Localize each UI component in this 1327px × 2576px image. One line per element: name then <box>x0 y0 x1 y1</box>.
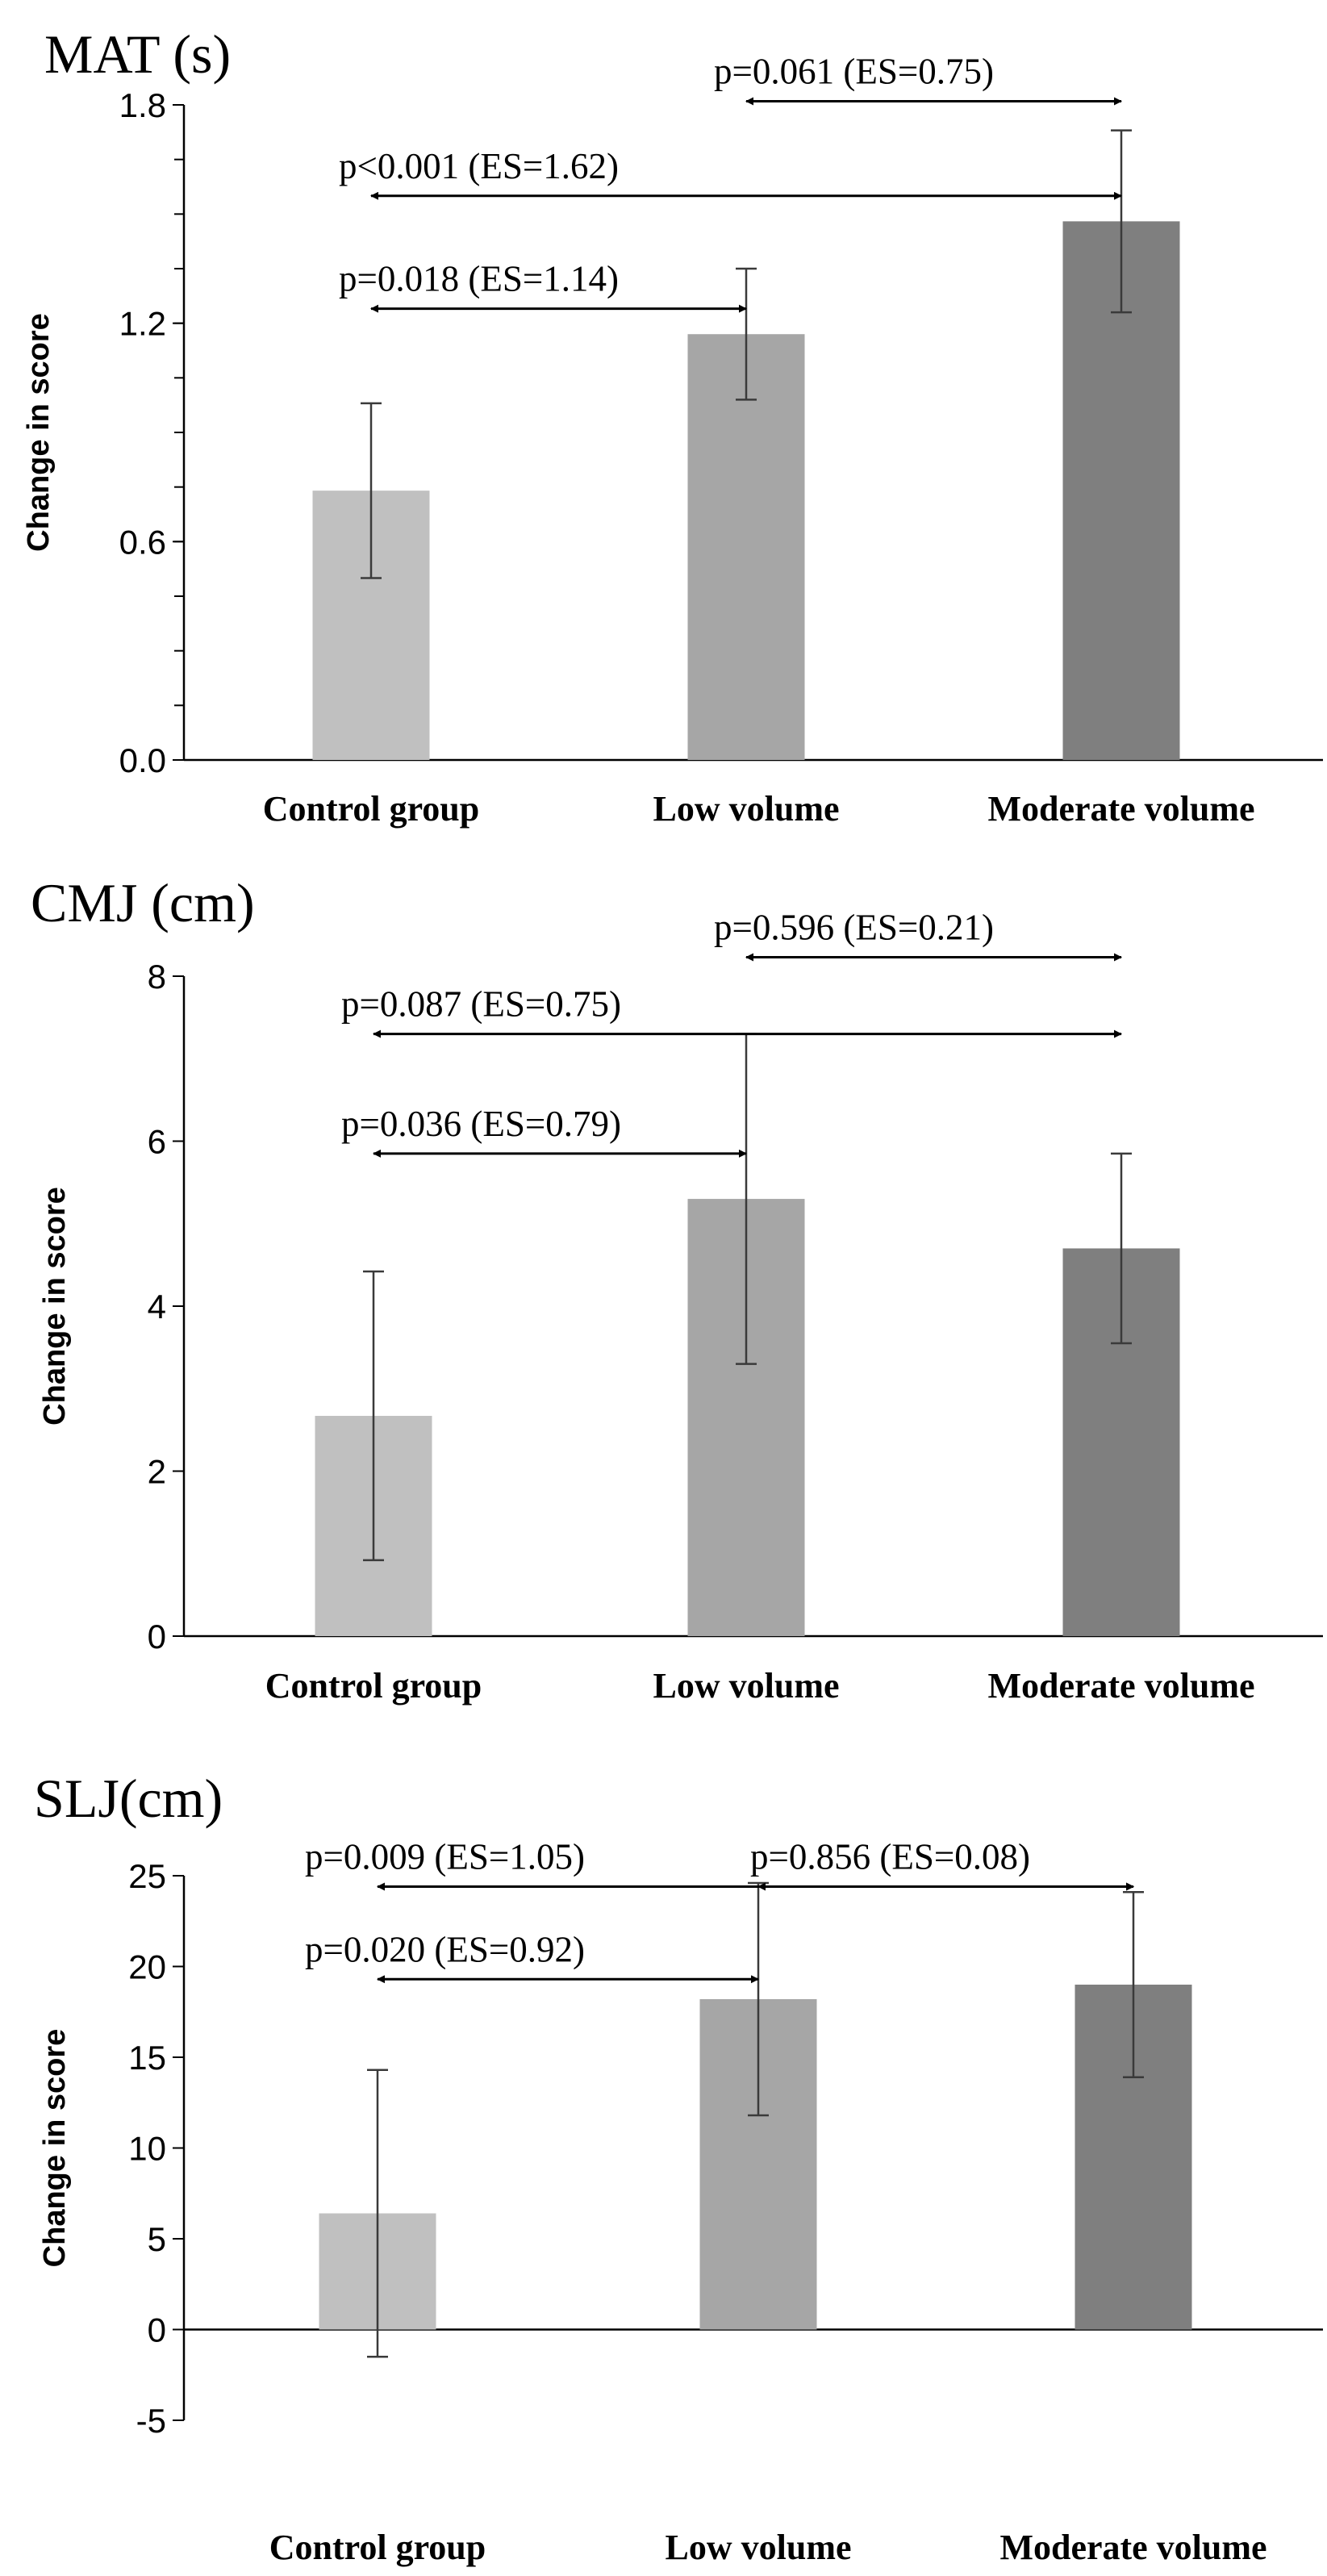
y-tick-label: 2 <box>148 1453 166 1491</box>
y-axis-label: Change in score <box>38 2029 72 2268</box>
y-tick-label: 0.6 <box>119 523 166 561</box>
category-label: Low volume <box>653 789 840 829</box>
chart-title: SLJ(cm) <box>34 1768 223 1829</box>
comparison-label: p=0.596 (ES=0.21) <box>714 907 994 947</box>
category-label: Low volume <box>666 2528 852 2567</box>
y-tick-label: 1.8 <box>119 86 166 124</box>
category-label: Control group <box>265 1666 482 1706</box>
y-tick-label: 5 <box>148 2220 166 2258</box>
comparison-label: p=0.009 (ES=1.05) <box>305 1837 585 1877</box>
chart-panel-3: SLJ(cm) Change in score -5 0 5 10 15 20 25 Contro… <box>34 1768 1323 2567</box>
chart-title: CMJ (cm) <box>31 872 255 933</box>
category-label: Control group <box>269 2528 486 2567</box>
y-tick-label: 1.2 <box>119 305 166 343</box>
category-label: Low volume <box>653 1666 840 1706</box>
y-tick-label: 10 <box>128 2130 166 2168</box>
y-axis-label: Change in score <box>38 1187 72 1426</box>
y-tick-label: 25 <box>128 1857 166 1895</box>
category-label: Moderate volume <box>999 2528 1266 2567</box>
bar <box>687 334 805 760</box>
y-tick-label: 4 <box>148 1288 166 1326</box>
category-label: Moderate volume <box>987 1666 1254 1706</box>
comparison-label: p=0.061 (ES=0.75) <box>714 51 994 91</box>
comparison-label: p=0.087 (ES=0.75) <box>341 984 621 1025</box>
chart-panel-2: CMJ (cm) Change in score 0 2 4 6 8 Control grou… <box>31 872 1323 1706</box>
y-tick-label: 8 <box>148 958 166 996</box>
y-tick-label: 6 <box>148 1123 166 1161</box>
y-tick-label: 0 <box>148 1618 166 1655</box>
category-label: Control group <box>263 789 480 829</box>
comparison-label: p=0.036 (ES=0.79) <box>341 1104 621 1144</box>
chart-title: MAT (s) <box>44 23 231 85</box>
chart-panel-1: MAT (s) Change in score 0.0 0.6 1.2 1.8 Contro… <box>22 23 1323 829</box>
comparison-label: p=0.018 (ES=1.14) <box>339 259 619 299</box>
y-tick-label: 20 <box>128 1948 166 1986</box>
y-axis-label: Change in score <box>22 313 56 552</box>
y-tick-label: 0.0 <box>119 741 166 779</box>
category-label: Moderate volume <box>987 789 1254 829</box>
comparison-label: p=0.020 (ES=0.92) <box>305 1929 585 1969</box>
comparison-label: p<0.001 (ES=1.62) <box>339 146 619 186</box>
y-tick-label: -5 <box>136 2402 166 2440</box>
comparison-label: p=0.856 (ES=0.08) <box>750 1837 1030 1877</box>
y-tick-label: 15 <box>128 2039 166 2077</box>
y-tick-label: 0 <box>148 2311 166 2349</box>
